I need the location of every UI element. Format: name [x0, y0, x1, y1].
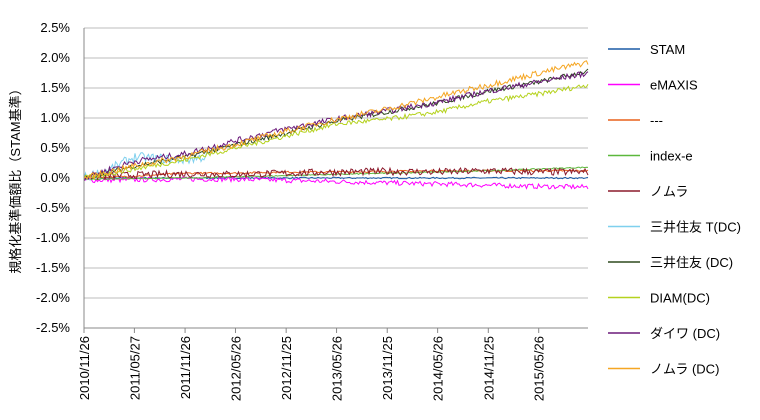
x-axis: 2010/11/26 2011/05/27 2011/11/26 2012/05/26… [77, 328, 547, 401]
legend-label: --- [650, 113, 663, 128]
y-tick-label: 0.5% [40, 140, 70, 155]
x-tick-label: 2012/05/26 [228, 336, 243, 401]
y-tick-label: -2.0% [36, 290, 70, 305]
series-line [83, 68, 589, 181]
y-tick-label: -2.5% [36, 320, 70, 335]
y-tick-label: 1.0% [40, 110, 70, 125]
y-axis: 2.5% 2.0% 1.5% 1.0% 0.5% 0.0% -0.5% -1.0% -1.5% -… [36, 20, 70, 335]
y-tick-label: -1.0% [36, 230, 70, 245]
legend-label: index-e [650, 149, 693, 164]
legend-label: eMAXIS [650, 78, 698, 93]
y-tick-label: 2.0% [40, 50, 70, 65]
series-line [83, 175, 589, 190]
series-line [83, 60, 589, 181]
y-tick-label: -1.5% [36, 260, 70, 275]
legend-label: 三井住友 T(DC) [650, 220, 741, 235]
legend-label: 三井住友 (DC) [650, 255, 733, 270]
x-tick-label: 2013/05/26 [330, 336, 345, 401]
legend-label: ノムラ [650, 184, 688, 199]
x-tick-label: 2013/11/25 [380, 336, 395, 400]
y-tick-label: -0.5% [36, 200, 70, 215]
y-tick-label: 2.5% [40, 20, 70, 35]
y-tick-label: 0.0% [40, 170, 70, 185]
y-axis-label: 規格化基準価額比（STAM基準） [8, 82, 23, 273]
x-tick-label: 2010/11/26 [77, 336, 92, 400]
legend-label: ダイワ (DC) [650, 326, 720, 341]
x-tick-label: 2014/05/26 [431, 336, 446, 401]
x-tick-label: 2012/11/25 [279, 336, 294, 400]
x-tick-label: 2011/11/26 [178, 336, 193, 399]
legend-label: STAM [650, 42, 685, 57]
series-line [83, 84, 589, 180]
series-line [83, 166, 589, 181]
x-tick-label: 2014/11/25 [481, 336, 496, 400]
series-line [83, 145, 220, 182]
x-tick-label: 2015/05/26 [532, 336, 547, 401]
series-line [83, 71, 589, 182]
y-tick-label: 1.5% [40, 80, 70, 95]
legend-label: ノムラ (DC) [650, 362, 719, 377]
series-layer [83, 60, 589, 190]
x-tick-label: 2011/05/27 [127, 336, 142, 400]
legend-label: DIAM(DC) [650, 291, 710, 306]
